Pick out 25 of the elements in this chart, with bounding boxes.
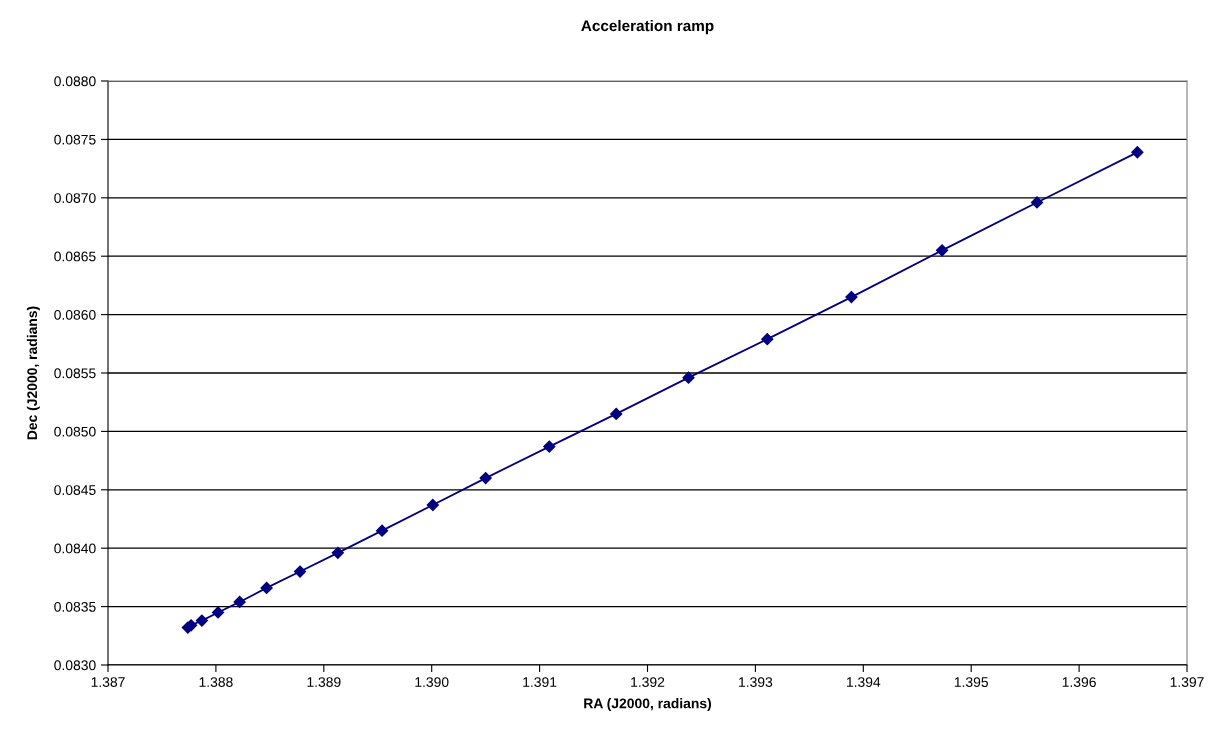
y-tick-label: 0.0830 <box>54 660 96 671</box>
y-axis-title: Dec (J2000, radians) <box>26 306 40 440</box>
x-tick-label: 1.392 <box>631 677 665 688</box>
x-tick-label: 1.389 <box>307 677 341 688</box>
y-tick-label: 0.0845 <box>54 485 96 495</box>
y-tick-label: 0.0835 <box>54 601 96 612</box>
x-tick-label: 1.396 <box>1062 677 1096 688</box>
y-tick-label: 0.0875 <box>54 134 96 145</box>
y-tick-label: 0.0850 <box>54 426 96 437</box>
x-tick-label: 1.395 <box>954 677 988 688</box>
chart-title: Acceleration ramp <box>581 19 714 35</box>
x-tick-label: 1.387 <box>91 677 125 688</box>
y-tick-label: 0.0860 <box>54 309 96 320</box>
y-tick-label: 0.0880 <box>54 76 96 87</box>
x-tick-label: 1.388 <box>199 677 233 688</box>
x-tick-label: 1.397 <box>1170 677 1204 688</box>
y-tick-label: 0.0870 <box>54 193 96 203</box>
y-tick-label: 0.0840 <box>54 543 96 554</box>
x-axis-title: RA (J2000, radians) <box>584 698 712 712</box>
y-tick-label: 0.0865 <box>54 251 96 262</box>
x-tick-label: 1.393 <box>739 677 773 688</box>
x-tick-label: 1.390 <box>415 677 449 688</box>
x-tick-label: 1.394 <box>846 677 881 688</box>
y-tick-label: 0.0855 <box>54 368 96 379</box>
x-tick-label: 1.391 <box>523 677 557 688</box>
